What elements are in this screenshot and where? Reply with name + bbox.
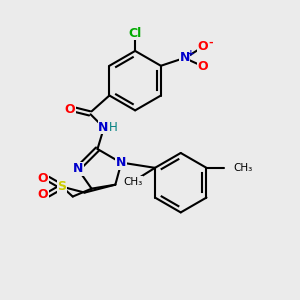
Text: S: S <box>57 180 66 193</box>
Text: O: O <box>38 188 48 201</box>
Text: CH₃: CH₃ <box>233 163 253 173</box>
Text: O: O <box>197 60 208 73</box>
Text: O: O <box>38 172 48 185</box>
Text: -: - <box>208 38 213 48</box>
Text: H: H <box>109 121 118 134</box>
Text: N: N <box>179 51 190 64</box>
Text: +: + <box>187 50 194 58</box>
Text: N: N <box>116 156 127 170</box>
Text: N: N <box>98 121 109 134</box>
Text: CH₃: CH₃ <box>124 177 143 187</box>
Text: O: O <box>197 40 208 53</box>
Text: O: O <box>64 103 75 116</box>
Text: Cl: Cl <box>128 27 142 40</box>
Text: N: N <box>73 162 83 175</box>
